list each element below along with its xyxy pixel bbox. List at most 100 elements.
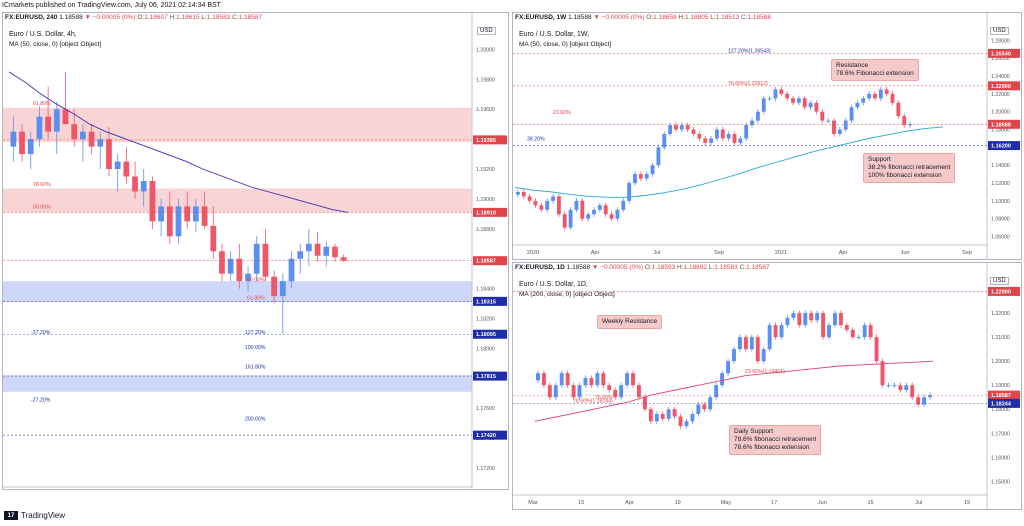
symbol-line-1d: FX:EURUSD, 1D 1.18588 ▼ −0.00005 (0%) O:… [515,264,770,271]
price-tag-box [473,329,507,339]
fib-level-label: 127.20% [245,330,266,336]
candle-body [627,183,632,201]
candle-body [732,349,736,362]
tradingview-footer[interactable]: 17 TradingView [4,511,65,520]
price-tag-label: 1.18587 [991,393,1011,399]
candle-body [140,180,147,192]
candle-body [761,349,766,362]
candle-body [562,214,567,228]
candle-body [714,385,719,398]
chart-svg-1d[interactable]: 1.22000 1.21000 1.20000 1.19000 1.18000 1.170… [513,263,1021,509]
price-tag-box [988,81,1020,91]
candle-body [577,385,582,398]
x-tick-label: Jul [653,250,660,256]
candle-body [832,120,836,134]
candle-body [773,89,778,99]
candle-body [193,206,199,222]
candle-body [314,243,321,256]
candle-body [738,138,743,143]
moving-average-line [534,360,934,422]
candle-body [656,147,661,166]
candle-body [838,313,843,326]
x-tick-label: Jul [915,500,922,506]
candle-body [880,361,885,386]
candle-body [625,373,630,386]
candle-body [583,377,588,386]
price-tag-box [473,371,507,381]
candle-body [761,98,766,112]
chart-panel-1w[interactable]: FX:EURUSD, 1W 1.18588 ▼ −0.00005 (0%) O:… [512,12,1022,260]
moving-average-line [514,126,944,198]
y-tick-label: 1.24000 [991,74,1010,80]
candle-body [201,206,208,226]
candle-body [571,385,576,398]
chart-svg-4h[interactable]: 1.200001.198001.196001.194001.192001.190… [3,13,508,489]
price-tag-label: 1.18315 [476,299,496,305]
candle-body [785,317,790,326]
candle-body [45,116,51,132]
zone-2 [3,281,472,303]
candle-body [533,200,538,206]
candle-body [720,373,725,386]
x-tick-label: Sep [962,250,972,256]
y-tick-label: 1.19000 [476,197,495,203]
candle-body [726,361,731,374]
candle-body [88,131,95,147]
candle-body [755,111,760,121]
candle-body [908,124,913,126]
candle-body [636,385,641,398]
candle-body [709,138,714,143]
y-tick-label: 1.19200 [476,167,495,173]
fib-level-label: 78.60% [33,182,51,188]
candle-body [666,409,671,419]
candle-body [323,246,330,256]
fib-level-label: 78.60%(1.18244) [573,398,613,404]
fib-level-label: 76.60% [595,395,613,401]
fib-level-label: -27.20% [31,330,51,336]
y-tick-label: 1.08000 [991,217,1010,223]
price-tag-box [473,430,507,440]
candle-body [288,258,295,282]
candle-body [837,129,842,134]
candle-body [642,397,647,410]
candle-body [691,129,696,134]
candle-body [574,200,579,210]
candle-body [668,125,673,134]
candle-body [545,200,550,210]
x-tick-label: 2021 [775,250,787,256]
candle-body [106,139,112,170]
candle-body [36,116,43,140]
price-tag-label: 1.17420 [476,433,496,439]
candle-body [767,98,772,100]
price-tag-box [473,256,507,266]
x-tick-label: 19 [675,500,681,506]
price-tag-box [473,296,507,306]
price-tag-box [988,119,1020,129]
price-tag-label: 1.18095 [476,332,496,338]
chart-panel-4h[interactable]: FX:EURUSD, 240 1.18588 ▼ −0.00005 (0%) O… [2,12,509,490]
candle-body [633,174,637,184]
price-tag-label: 1.17815 [476,374,496,380]
candle-body [749,337,754,350]
candle-body [595,373,600,386]
price-tag-label: 1.16200 [991,144,1011,150]
candle-body [586,214,591,219]
chart-svg-1w[interactable]: 1.28000 1.26000 1.24000 1.22000 1.20000 1.180… [513,13,1021,259]
candle-body [236,258,243,282]
candle-body [904,385,909,391]
candle-body [873,93,877,99]
chart-panel-1d[interactable]: FX:EURUSD, 1D 1.18588 ▼ −0.00005 (0%) O:… [512,262,1022,510]
candle-body [862,325,867,338]
x-tick-label: 2020 [527,250,539,256]
candle-body [868,325,873,338]
candle-body [755,337,760,362]
y-tick-label: 1.18200 [476,317,495,323]
price-tag-label: 1.19395 [476,138,496,144]
candle-body [19,131,25,155]
currency-badge-4h: USD [477,27,496,35]
candle-body [928,395,932,398]
fib-level-label: -27.20% [31,397,51,403]
candle-body [726,134,731,139]
publish-header: ICmarkets published on TradingView.com, … [2,2,221,9]
ma-label-1w: MA (50, close, 0) [object Object] [519,41,612,48]
